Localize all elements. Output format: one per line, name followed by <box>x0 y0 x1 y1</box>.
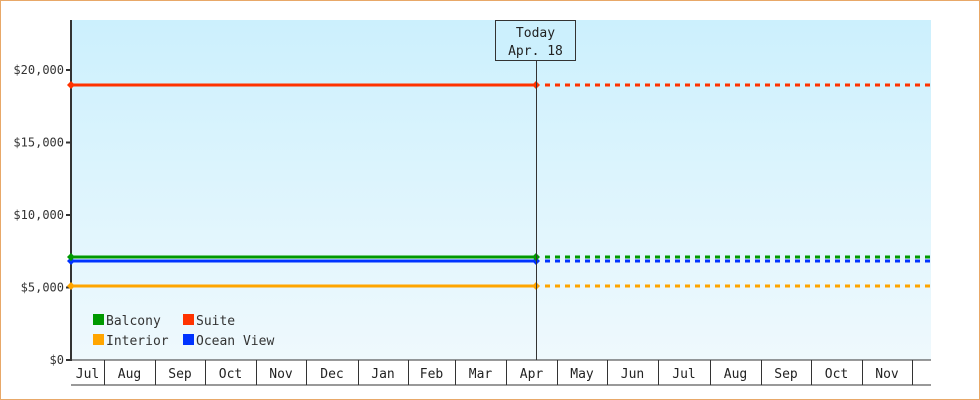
data-point-marker <box>67 81 75 89</box>
today-label: Today <box>516 26 555 41</box>
legend-swatch <box>93 334 104 345</box>
x-tick-label: Jun <box>621 367 644 382</box>
series-lines <box>67 81 931 290</box>
x-tick-label: Oct <box>219 367 242 382</box>
legend-label: Interior <box>106 334 169 349</box>
x-tick-label: Jul <box>672 367 695 382</box>
x-tick-label: May <box>570 367 594 382</box>
y-axis: $0 $5,000 $10,000 $15,000 $20,000 <box>13 20 72 367</box>
x-tick-label: Oct <box>825 367 848 382</box>
legend-label: Suite <box>196 314 235 329</box>
y-tick-label: $0 <box>50 353 64 367</box>
x-tick-label: Dec <box>320 367 343 382</box>
legend-label: Ocean View <box>196 334 274 349</box>
data-point-marker <box>67 282 75 290</box>
x-tick-label: Mar <box>469 367 493 382</box>
x-tick-label: Aug <box>118 367 141 382</box>
data-point-marker <box>67 253 75 261</box>
today-marker: Today Apr. 18 <box>495 20 576 360</box>
today-date: Apr. 18 <box>508 44 563 59</box>
y-tick-label: $15,000 <box>13 136 64 150</box>
x-tick-label: Sep <box>168 367 192 382</box>
legend-swatch <box>183 314 194 325</box>
x-tick-label: Aug <box>724 367 747 382</box>
legend: Balcony Suite Interior Ocean View <box>93 314 274 349</box>
x-tick-label: Nov <box>269 367 293 382</box>
y-tick-label: $5,000 <box>21 281 64 295</box>
legend-label: Balcony <box>106 314 161 329</box>
x-axis: Jul Aug Sep Oct Nov Dec Jan Feb Mar Apr May Jun Jul A… <box>71 359 931 386</box>
plot-area <box>71 20 931 360</box>
x-tick-label: Sep <box>774 367 798 382</box>
legend-swatch <box>93 314 104 325</box>
x-tick-label: Jul <box>76 367 99 382</box>
x-tick-label: Feb <box>420 367 444 382</box>
y-tick-label: $20,000 <box>13 63 64 77</box>
today-label-box <box>495 20 576 61</box>
legend-swatch <box>183 334 194 345</box>
x-tick-label: Nov <box>875 367 899 382</box>
x-tick-label: Jan <box>371 367 394 382</box>
x-tick-label: Apr <box>520 367 544 382</box>
y-tick-label: $10,000 <box>13 208 64 222</box>
